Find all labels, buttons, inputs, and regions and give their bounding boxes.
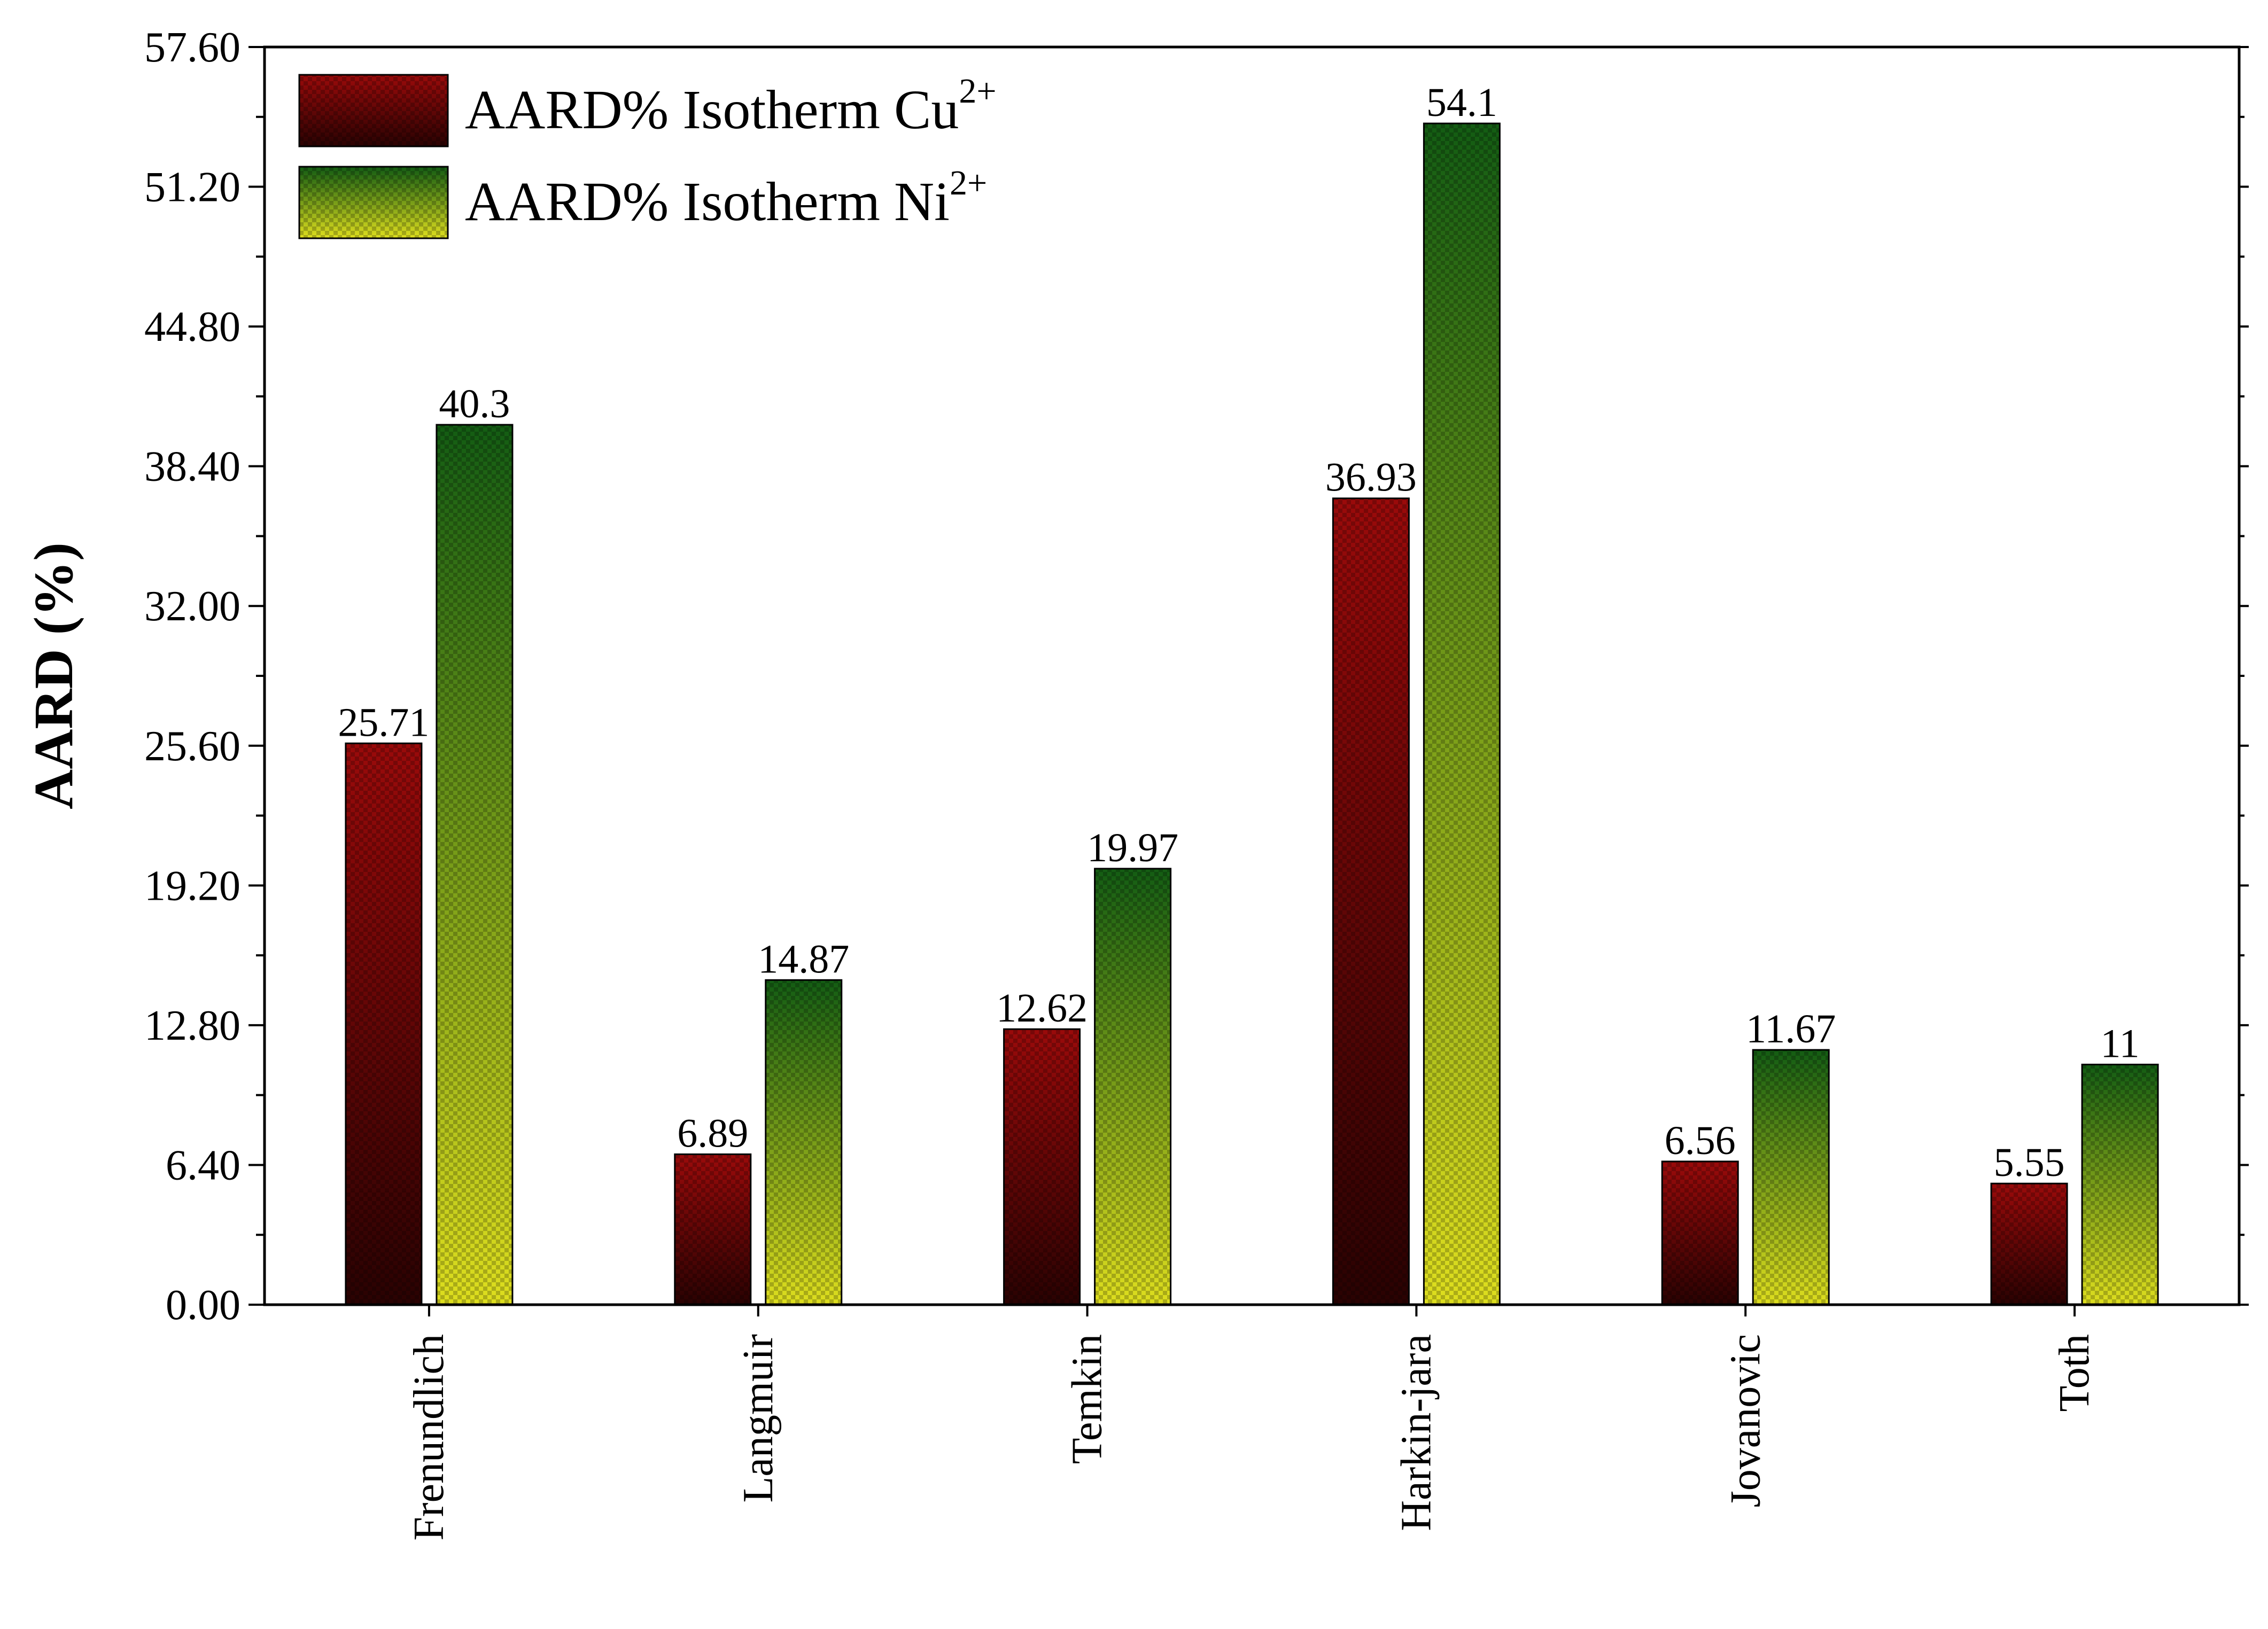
bar-texture <box>2082 1064 2158 1305</box>
bar-texture <box>1333 498 1409 1305</box>
legend-swatch-texture <box>299 167 448 238</box>
legend-label-text: AARD% Isotherm Cu <box>465 79 959 141</box>
bar-texture <box>765 980 842 1305</box>
data-label: 40.3 <box>439 381 510 426</box>
x-tick-label: Toth <box>2051 1334 2098 1412</box>
legend-label-superscript: 2+ <box>950 163 987 202</box>
y-tick-label: 32.00 <box>144 583 240 630</box>
bar-texture <box>1004 1029 1080 1305</box>
x-tick-label: Langmuir <box>735 1334 782 1502</box>
y-tick-label: 51.20 <box>144 164 240 211</box>
data-label: 6.56 <box>1665 1118 1736 1163</box>
data-label: 12.62 <box>996 986 1088 1031</box>
bar-texture <box>345 743 422 1305</box>
data-label: 14.87 <box>758 937 849 981</box>
legend-label-cu: AARD% Isotherm Cu2+ <box>465 72 997 141</box>
y-tick-label: 6.40 <box>166 1142 240 1189</box>
y-tick-label: 57.60 <box>144 24 240 71</box>
bar-texture <box>436 425 512 1305</box>
legend-label-text: AARD% Isotherm Ni <box>465 171 950 232</box>
data-label: 11 <box>2100 1021 2139 1066</box>
data-label: 36.93 <box>1325 455 1417 500</box>
bar-texture <box>1991 1183 2068 1305</box>
x-tick-label: Frenundlich <box>406 1334 453 1541</box>
legend-swatch-texture <box>299 75 448 146</box>
bar-texture <box>1753 1050 1829 1305</box>
y-tick-label: 25.60 <box>144 723 240 770</box>
y-tick-label: 44.80 <box>144 303 240 350</box>
data-label: 19.97 <box>1087 825 1178 870</box>
legend-label-superscript: 2+ <box>959 72 996 111</box>
data-label: 25.71 <box>338 700 429 745</box>
bar-texture <box>1424 123 1500 1305</box>
y-tick-label: 19.20 <box>144 862 240 909</box>
data-label: 11.67 <box>1746 1007 1836 1051</box>
plot-frame <box>263 45 2241 1306</box>
y-tick-label: 12.80 <box>144 1002 240 1049</box>
bar-texture <box>1094 868 1171 1305</box>
x-tick-label: Harkin-jara <box>1393 1334 1440 1531</box>
x-tick-label: Jovanovic <box>1722 1334 1769 1507</box>
x-tick-label: Temkin <box>1064 1334 1111 1464</box>
y-tick-label: 0.00 <box>166 1282 240 1329</box>
data-label: 5.55 <box>1994 1140 2065 1185</box>
bar-texture <box>674 1154 751 1305</box>
data-label: 54.1 <box>1426 80 1497 125</box>
y-axis-label: AARD (%) <box>23 542 84 809</box>
y-tick-label: 38.40 <box>144 443 240 490</box>
data-label: 6.89 <box>677 1111 748 1156</box>
bar-texture <box>1662 1161 1738 1305</box>
legend-label-ni: AARD% Isotherm Ni2+ <box>465 163 987 232</box>
